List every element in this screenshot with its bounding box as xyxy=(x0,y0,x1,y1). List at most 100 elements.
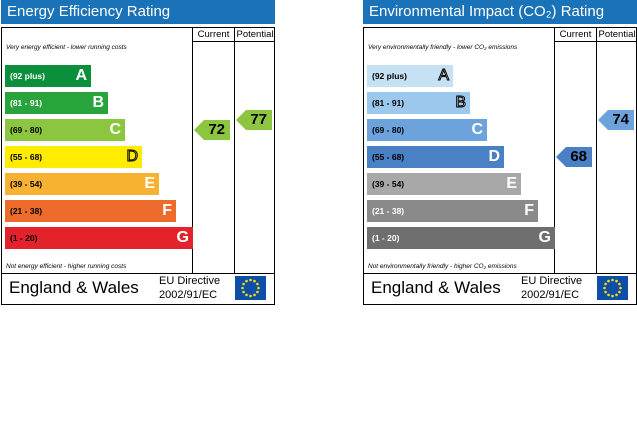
eu-star xyxy=(256,290,259,294)
eu-directive-line-2: 2002/91/EC xyxy=(159,289,218,301)
eu-star xyxy=(607,279,610,283)
energy-efficiency-chart: Energy Efficiency Rating Current Potential… xyxy=(1,0,275,305)
bottom-note: Not environmentally friendly - higher CO… xyxy=(368,263,517,270)
eu-star xyxy=(249,294,252,298)
potential-column-header: Potential xyxy=(236,29,274,40)
eu-stars-icon xyxy=(603,278,622,298)
rating-band-a: (92 plus) A xyxy=(367,65,453,87)
chart-title: Energy Efficiency Rating xyxy=(1,0,275,24)
potential-column-header: Potential xyxy=(598,29,636,40)
bottom-note: Not energy efficient - higher running co… xyxy=(6,263,127,270)
top-note: Very energy efficient - lower running co… xyxy=(6,44,127,51)
band-range-label: (81 - 91) xyxy=(372,98,405,108)
eu-star xyxy=(242,282,245,286)
band-range-label: (92 plus) xyxy=(10,71,45,81)
eu-directive: EU Directive 2002/91/EC xyxy=(159,274,220,302)
band-range-label: (1 - 20) xyxy=(10,233,38,243)
current-rating-arrow: 68 xyxy=(556,147,592,167)
environmental-impact-chart: Environmental Impact (CO₂) Rating Current… xyxy=(363,0,637,305)
rating-band-e: (39 - 54) E xyxy=(367,173,521,195)
chart-frame: Current Potential Very energy efficient - … xyxy=(1,27,275,305)
rating-band-f: (21 - 38) F xyxy=(5,200,176,222)
eu-star xyxy=(607,293,610,297)
current-column-header: Current xyxy=(559,29,592,40)
potential-column-divider xyxy=(234,28,235,273)
eu-star xyxy=(618,282,621,286)
band-letter: B xyxy=(455,94,467,112)
band-letter: D xyxy=(488,148,500,165)
band-range-label: (55 - 68) xyxy=(10,152,43,162)
eu-star xyxy=(256,282,259,286)
footer-country: England & Wales xyxy=(9,278,139,297)
eu-flag-icon xyxy=(597,276,628,300)
footer-divider xyxy=(364,273,636,274)
chart-title: Environmental Impact (CO₂) Rating xyxy=(363,0,637,24)
band-range-label: (81 - 91) xyxy=(10,98,43,108)
eu-star xyxy=(604,290,607,294)
current-column-divider xyxy=(554,28,555,273)
current-column-divider xyxy=(192,28,193,273)
eu-star xyxy=(257,286,260,290)
eu-star xyxy=(611,278,614,282)
band-range-label: (55 - 68) xyxy=(372,152,405,162)
eu-star xyxy=(241,286,244,290)
eu-star xyxy=(618,290,621,294)
top-note: Very environmentally friendly - lower CO… xyxy=(368,44,518,51)
potential-column-divider xyxy=(596,28,597,273)
rating-band-d: (55 - 68) D xyxy=(367,146,504,168)
rating-band-d: (55 - 68) D xyxy=(5,146,142,168)
eu-directive: EU Directive 2002/91/EC xyxy=(521,274,582,302)
eu-flag-icon xyxy=(235,276,266,300)
band-letter: C xyxy=(471,121,483,138)
eu-directive-line-1: EU Directive xyxy=(521,275,583,287)
footer-divider xyxy=(2,273,274,274)
band-range-label: (39 - 54) xyxy=(372,179,405,189)
band-letter: E xyxy=(144,175,155,192)
band-letter: F xyxy=(524,202,534,219)
eu-star xyxy=(245,279,248,283)
band-letter: G xyxy=(176,229,189,246)
rating-band-c: (69 - 80) C xyxy=(367,119,487,141)
rating-band-a: (92 plus) A xyxy=(5,65,91,87)
rating-band-e: (39 - 54) E xyxy=(5,173,159,195)
band-range-label: (21 - 38) xyxy=(372,206,405,216)
band-letter: C xyxy=(109,121,121,138)
rating-band-f: (21 - 38) F xyxy=(367,200,538,222)
eu-star xyxy=(615,293,618,297)
band-range-label: (1 - 20) xyxy=(372,233,400,243)
current-rating-arrow: 72 xyxy=(194,120,230,140)
band-letter: E xyxy=(506,175,517,192)
rating-band-g: (1 - 20) G xyxy=(367,227,555,249)
band-range-label: (69 - 80) xyxy=(372,125,405,135)
header-divider xyxy=(192,41,274,42)
eu-star xyxy=(611,294,614,298)
potential-rating-arrow: 77 xyxy=(236,110,272,130)
potential-rating-arrow: 74 xyxy=(598,110,634,130)
band-letter: D xyxy=(126,148,139,166)
band-range-label: (69 - 80) xyxy=(10,125,43,135)
eu-star xyxy=(603,286,606,290)
band-letter: F xyxy=(162,202,172,219)
eu-star xyxy=(242,290,245,294)
rating-band-c: (69 - 80) C xyxy=(5,119,125,141)
band-letter: B xyxy=(92,94,104,111)
eu-star xyxy=(615,279,618,283)
band-letter: A xyxy=(75,67,87,84)
eu-star xyxy=(245,293,248,297)
footer-country: England & Wales xyxy=(371,278,501,297)
band-range-label: (92 plus) xyxy=(372,71,407,81)
eu-star xyxy=(619,286,622,290)
band-range-label: (21 - 38) xyxy=(10,206,43,216)
rating-band-g: (1 - 20) G xyxy=(5,227,193,249)
header-divider xyxy=(554,41,636,42)
band-range-label: (39 - 54) xyxy=(10,179,43,189)
eu-star xyxy=(253,293,256,297)
eu-star xyxy=(253,279,256,283)
band-letter: G xyxy=(538,229,551,246)
eu-stars-icon xyxy=(241,278,260,298)
eu-star xyxy=(249,278,252,282)
eu-star xyxy=(604,282,607,286)
rating-band-b: (81 - 91) B xyxy=(5,92,108,114)
band-letter: A xyxy=(438,67,450,85)
eu-directive-line-2: 2002/91/EC xyxy=(521,289,580,301)
